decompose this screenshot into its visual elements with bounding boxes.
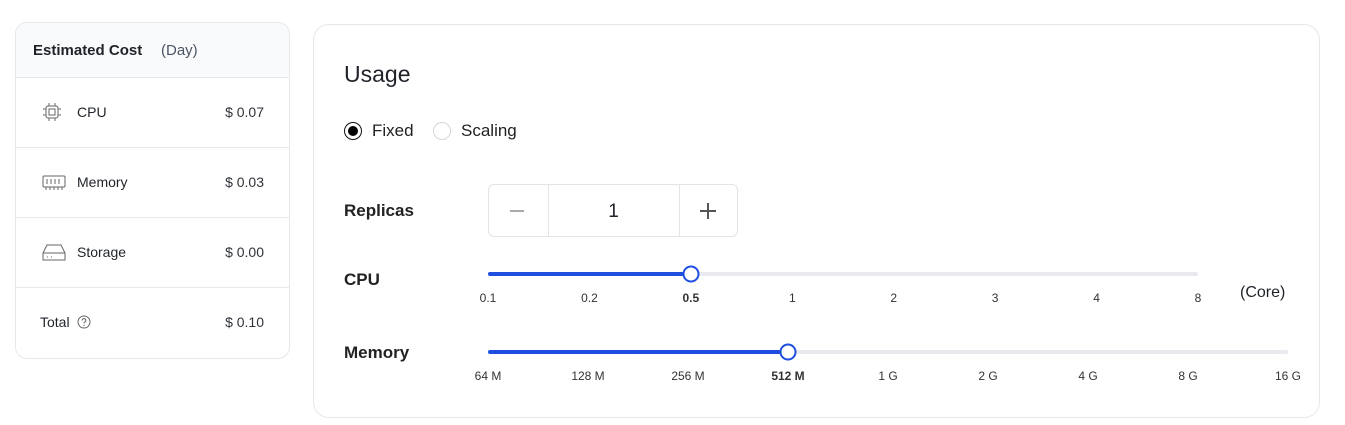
decrement-button[interactable]	[489, 185, 549, 236]
cost-row: CPU $ 0.07	[16, 77, 289, 148]
memory-tick-label[interactable]: 512 M	[771, 369, 805, 383]
usage-card	[313, 24, 1320, 418]
cost-row: Memory $ 0.03	[16, 147, 289, 218]
help-icon[interactable]	[77, 315, 91, 329]
cpu-icon	[43, 103, 61, 121]
cpu-handle[interactable]	[682, 265, 700, 283]
radio-label[interactable]: Scaling	[461, 121, 517, 140]
cost-label: Storage	[77, 244, 127, 260]
cost-label: CPU	[77, 104, 107, 120]
cpu-tick-label[interactable]: 0.1	[479, 291, 497, 305]
memory-tick-label[interactable]: 1 G	[878, 369, 898, 383]
cpu-tick-label[interactable]: 4	[1093, 291, 1100, 305]
radio-button[interactable]	[433, 122, 451, 140]
cost-header: Estimated Cost (Day)	[16, 23, 289, 77]
total-label: Total	[40, 314, 70, 330]
total-value: $ 0.10	[225, 314, 264, 330]
cost-label: Memory	[77, 174, 128, 190]
memory-track[interactable]	[488, 350, 1288, 354]
increment-button[interactable]	[679, 185, 738, 236]
cpu-tick-label[interactable]: 0.2	[581, 291, 598, 305]
cost-value: $ 0.07	[225, 104, 264, 120]
cost-period: (Day)	[161, 42, 198, 59]
replicas-value[interactable]: 1	[608, 201, 619, 222]
cost-row: Storage $ 0.00	[16, 217, 289, 288]
memory-tick-label[interactable]: 256 M	[671, 369, 705, 383]
cpu-label: CPU	[344, 270, 380, 289]
cpu-tick-label[interactable]: 3	[991, 291, 999, 305]
plus-icon	[700, 203, 716, 219]
cpu-tick-label[interactable]: 1	[788, 291, 796, 305]
radio-label[interactable]: Fixed	[372, 121, 414, 140]
memory-tick-label[interactable]: 16 G	[1274, 369, 1302, 383]
memory-fill	[488, 350, 788, 354]
usage-title: Usage	[344, 61, 411, 87]
memory-tick-label[interactable]: 64 M	[474, 369, 502, 383]
cost-value: $ 0.00	[225, 244, 264, 260]
cpu-track[interactable]	[488, 272, 1198, 276]
minus-icon	[510, 210, 524, 212]
cpu-tick-label[interactable]: 2	[890, 291, 898, 305]
radio-button[interactable]	[344, 122, 362, 140]
memory-label: Memory	[344, 343, 410, 362]
cost-total: Total $ 0.10	[16, 287, 289, 358]
memory-tick-label[interactable]: 2 G	[978, 369, 998, 383]
memory-handle[interactable]	[779, 343, 797, 361]
memory-tick-label[interactable]: 8 G	[1178, 369, 1198, 383]
replicas-stepper: 1	[488, 184, 738, 237]
cpu-tick-label[interactable]: 8	[1194, 291, 1202, 305]
radio-dot	[348, 126, 358, 136]
cpu-fill	[488, 272, 691, 276]
memory-icon	[42, 175, 66, 190]
cost-card: Estimated Cost (Day) CPU $ 0.07 Memory $…	[15, 22, 290, 359]
cpu-tick-label[interactable]: 0.5	[682, 291, 700, 305]
memory-tick-label[interactable]: 4 G	[1078, 369, 1098, 383]
memory-tick-label[interactable]: 128 M	[571, 369, 605, 383]
cost-value: $ 0.03	[225, 174, 264, 190]
replicas-label: Replicas	[344, 201, 414, 220]
cpu-unit: (Core)	[1240, 284, 1286, 301]
cost-title: Estimated Cost	[33, 42, 143, 59]
storage-icon	[42, 244, 66, 261]
